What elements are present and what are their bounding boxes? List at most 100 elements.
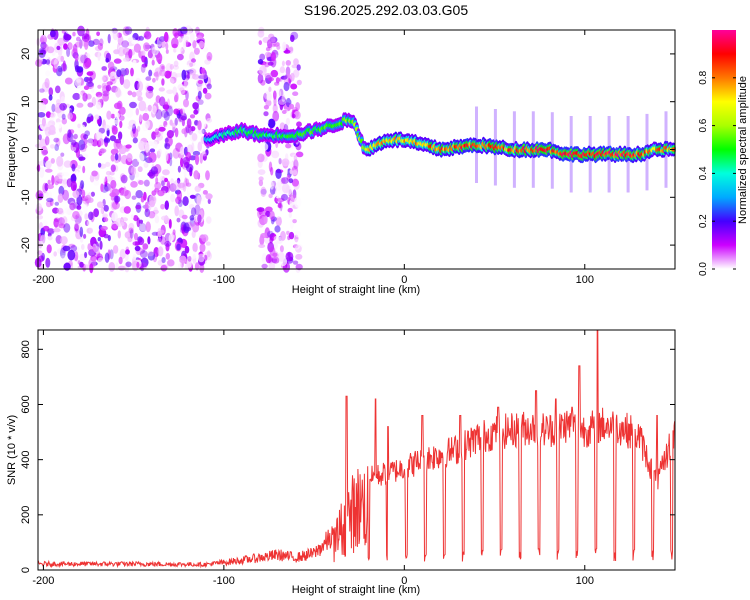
spectrogram-noise-cell [186, 111, 191, 117]
spectrogram-noise-cell [183, 167, 187, 179]
spectrogram-noise-cell [86, 71, 94, 76]
spectrogram-noise-cell [158, 87, 165, 92]
spectrogram-noise-cell [98, 138, 104, 146]
spectrogram-noise-cell [141, 55, 146, 63]
spectrogram-noise-cell [295, 253, 303, 260]
spectrogram-noise-cell [101, 66, 107, 71]
spectrogram-noise-cell [93, 208, 99, 218]
spectrogram-noise-cell [192, 150, 201, 156]
spectrogram-noise-cell [39, 160, 45, 167]
spectrogram-noise-cell [39, 34, 47, 45]
spectrogram-noise-cell [206, 216, 212, 224]
spectrogram-noise-cell [161, 65, 165, 70]
spectrogram-noise-cell [182, 196, 189, 207]
spectrogram-noise-cell [289, 161, 294, 169]
spectrogram-noise-cell [145, 221, 151, 233]
spectrogram-noise-cell [132, 238, 136, 247]
spectrogram-noise-cell [81, 33, 90, 43]
spectrogram-noise-cell [294, 196, 302, 208]
spectrogram-noise-cell [68, 243, 76, 248]
spectrogram-noise-cell [179, 255, 187, 264]
spectrogram-noise-cell [128, 227, 134, 234]
spectrogram-noise-cell [97, 237, 102, 242]
spectrogram-noise-cell [100, 183, 104, 192]
spectrogram-ytick-label: -20 [20, 237, 32, 253]
spectrogram-noise-cell [59, 255, 68, 265]
spectrogram-noise-cell [38, 193, 44, 200]
spectrogram-noise-cell [135, 108, 139, 116]
spectrogram-noise-cell [45, 257, 51, 268]
spectrogram-noise-cell [191, 133, 198, 141]
spectrogram-noise-cell [198, 40, 205, 49]
spectrogram-noise-cell [201, 234, 209, 243]
spectrogram-noise-cell [103, 183, 111, 192]
spectrogram-noise-cell [58, 67, 63, 73]
spectrogram-noise-cell [257, 169, 266, 176]
spectrogram-noise-cell [80, 180, 85, 190]
spectrogram-noise-cell [57, 193, 64, 203]
spectrogram-noise-cell [119, 248, 126, 260]
spectrogram-noise-cell [140, 196, 145, 203]
spectrogram-noise-cell [152, 141, 158, 149]
spectrogram-noise-cell [61, 117, 67, 125]
spectrogram-noise-cell [36, 215, 44, 220]
spectrogram-noise-cell [70, 139, 77, 146]
spectrogram-noise-cell [207, 55, 211, 61]
spectrogram-noise-cell [114, 153, 119, 161]
spectrogram-noise-cell [170, 178, 174, 186]
spectrogram-noise-cell [182, 35, 190, 41]
snr-ytick-label: 400 [20, 450, 32, 468]
spectrogram-noise-cell [103, 233, 109, 239]
spectrogram-noise-cell [188, 126, 194, 136]
spectrogram-noise-cell [40, 146, 48, 156]
spectrogram-noise-cell [130, 166, 137, 176]
spectrogram-noise-cell [154, 181, 162, 190]
spectrogram-noise-cell [91, 170, 98, 177]
spectrogram-noise-cell [87, 197, 94, 203]
spectrogram-noise-cell [132, 59, 137, 66]
spectrogram-noise-cell [84, 57, 92, 68]
spectrogram-noise-cell [64, 207, 70, 214]
spectrogram-noise-cell [80, 54, 88, 64]
snr-panel: -200 -100 0 100 0 200 400 600 800 Height of stra… [6, 329, 676, 596]
spectrogram-noise-cell [137, 81, 144, 92]
spectrogram-noise-cell [163, 111, 170, 121]
spectrogram-noise-cell [189, 32, 195, 43]
spectrogram-noise-cell [185, 90, 189, 101]
spectrogram-noise-cell [165, 252, 170, 260]
spectrogram-noise-cell [136, 152, 145, 163]
spectrogram-noise-cell [35, 59, 43, 67]
spectrogram-noise-cell [171, 122, 176, 131]
spectrogram-noise-cell [51, 103, 56, 113]
spectrogram-noise-cell [63, 223, 71, 233]
spectrogram-noise-cell [92, 243, 97, 252]
spectrogram-noise-cell [187, 188, 192, 193]
spectrogram-noise-cell [68, 42, 73, 51]
spectrogram-noise-cell [72, 92, 81, 101]
spectrogram-noise-cell [128, 48, 133, 59]
spectrogram-noise-cell [287, 207, 293, 213]
spectrogram-noise-cell [53, 218, 59, 228]
snr-xtick-label: -100 [213, 575, 235, 587]
colorbar-tick-label: 0.6 [698, 118, 709, 132]
spectrogram-noise-cell [77, 25, 85, 37]
spectrogram-noise-cell [76, 36, 81, 42]
spectrogram-noise-cell [189, 62, 194, 68]
spectrogram-noise-cell [112, 29, 119, 41]
spectrogram-noise-cell [278, 158, 282, 165]
spectrogram-noise-cell [290, 83, 298, 90]
spectrogram-noise-cell [172, 229, 176, 236]
spectrogram-noise-cell [121, 40, 130, 48]
spectrogram-noise-cell [36, 203, 42, 212]
spectrogram-noise-cell [97, 162, 102, 168]
spectrogram-noise-cell [97, 42, 104, 51]
spectrogram-noise-cell [61, 216, 68, 225]
spectrogram-noise-cell [144, 142, 150, 153]
spectrogram-noise-cell [155, 109, 163, 120]
spectrogram-noise-cell [63, 34, 72, 41]
spectrogram-noise-cell [197, 120, 202, 131]
spectrogram-noise-cell [283, 74, 290, 85]
spectrogram-noise-cell [54, 143, 59, 151]
spectrogram-noise-cell [285, 251, 294, 262]
spectrogram-noise-cell [268, 262, 276, 270]
